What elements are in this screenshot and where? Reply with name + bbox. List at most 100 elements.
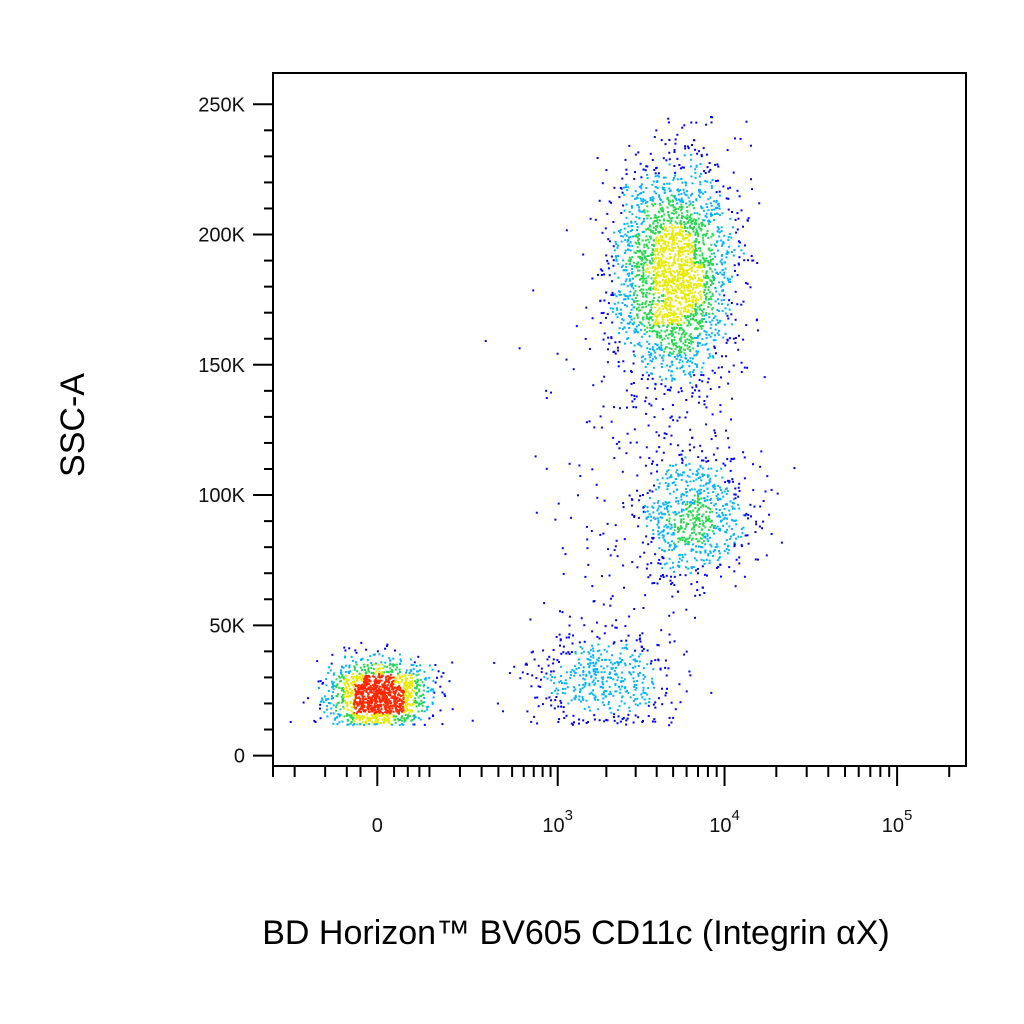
event-point (560, 665, 563, 668)
event-point (625, 203, 628, 206)
event-point (680, 474, 683, 477)
event-point (668, 238, 671, 240)
event-point (700, 205, 703, 208)
event-point (664, 385, 667, 388)
event-point (658, 210, 660, 213)
event-point (669, 301, 672, 304)
event-point (648, 329, 651, 332)
event-point (384, 647, 387, 650)
event-point (706, 519, 709, 522)
event-point (656, 253, 659, 256)
event-point (343, 646, 346, 649)
event-point (372, 709, 375, 712)
event-point (362, 676, 365, 679)
event-point (402, 701, 405, 704)
event-point (675, 322, 678, 325)
event-point (357, 691, 360, 694)
event-point (714, 213, 716, 216)
event-point (558, 661, 560, 663)
event-point (678, 345, 681, 348)
event-point (727, 208, 730, 211)
event-point (404, 683, 406, 686)
event-point (657, 270, 660, 273)
event-point (711, 292, 714, 295)
event-point (696, 269, 699, 272)
event-point (645, 317, 648, 320)
event-point (669, 365, 671, 368)
event-point (746, 219, 749, 222)
event-point (643, 698, 646, 701)
event-point (746, 534, 749, 537)
event-point (594, 695, 597, 698)
event-point (737, 245, 740, 248)
event-point (661, 513, 664, 516)
event-point (659, 248, 662, 251)
event-point (341, 693, 344, 696)
event-point (617, 365, 620, 368)
event-point (730, 236, 733, 239)
event-point (348, 672, 351, 674)
event-point (666, 292, 669, 295)
event-point (660, 383, 663, 386)
event-point (663, 393, 666, 395)
event-point (721, 243, 724, 246)
event-point (405, 679, 408, 682)
event-point (624, 686, 627, 689)
event-point (691, 220, 694, 222)
event-point (678, 301, 681, 304)
event-point (680, 222, 683, 225)
event-point (647, 543, 650, 546)
event-point (593, 683, 596, 686)
event-point (679, 250, 681, 252)
event-point (686, 484, 689, 487)
event-point (640, 187, 643, 190)
event-point (679, 221, 682, 224)
event-point (687, 309, 690, 312)
event-point (685, 305, 688, 308)
event-point (366, 683, 369, 686)
event-point (568, 633, 571, 636)
event-point (656, 330, 659, 333)
event-point (624, 298, 627, 301)
event-point (410, 677, 413, 680)
event-point (711, 307, 714, 310)
event-point (321, 697, 324, 700)
event-point (700, 191, 703, 194)
event-point (681, 230, 684, 233)
event-point (703, 314, 706, 317)
event-point (661, 254, 664, 257)
event-point (371, 716, 374, 719)
event-point (418, 690, 421, 693)
event-point (682, 272, 685, 275)
event-point (535, 677, 538, 680)
event-point (620, 235, 623, 237)
event-point (667, 198, 670, 201)
event-point (588, 682, 591, 685)
event-point (732, 532, 735, 535)
event-point (571, 642, 574, 645)
event-point (414, 700, 417, 703)
event-point (613, 302, 616, 305)
event-point (700, 295, 703, 298)
event-point (666, 297, 669, 300)
event-point (396, 708, 399, 711)
event-point (683, 275, 686, 278)
event-point (375, 716, 378, 719)
event-point (653, 169, 656, 171)
event-point (392, 663, 395, 666)
event-point (656, 225, 659, 228)
event-point (660, 344, 663, 347)
event-point (699, 476, 702, 479)
event-point (660, 260, 663, 263)
event-point (676, 222, 679, 225)
event-point (400, 699, 403, 702)
event-point (358, 710, 361, 713)
event-point (683, 223, 686, 226)
event-point (550, 670, 553, 673)
event-point (356, 710, 359, 713)
event-point (705, 505, 707, 508)
event-point (664, 295, 667, 297)
event-point (639, 653, 642, 656)
event-point (667, 219, 670, 222)
event-point (413, 723, 416, 726)
